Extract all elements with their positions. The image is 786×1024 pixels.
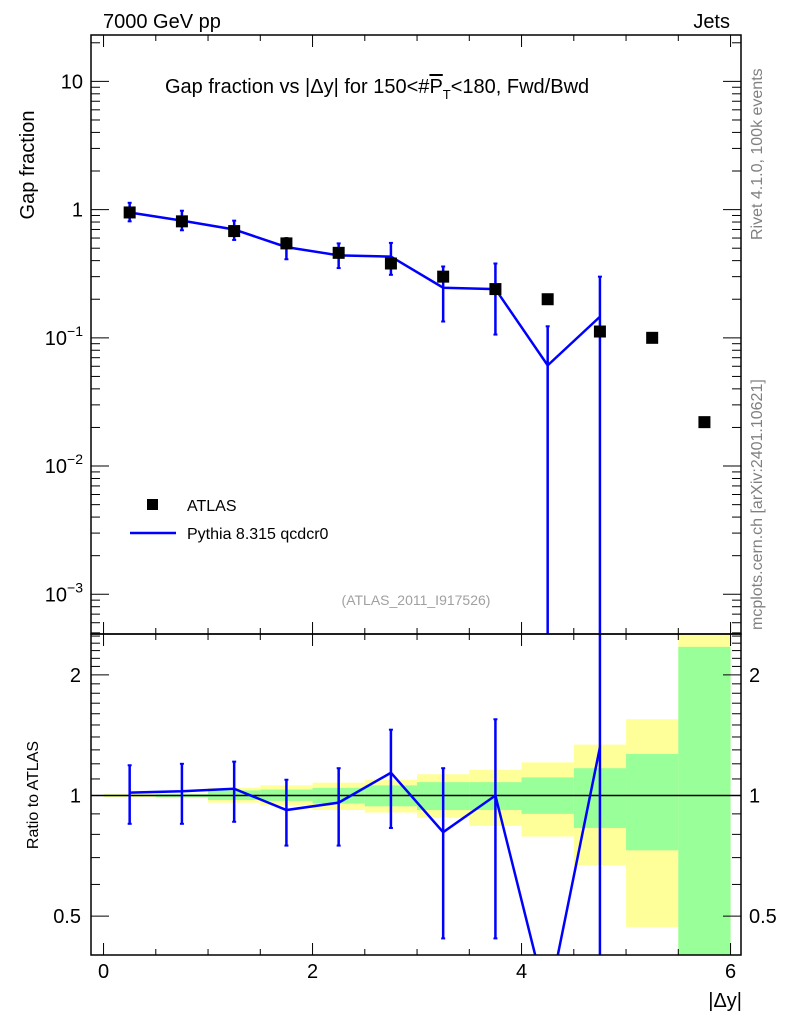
- y-tick-label: 1: [72, 200, 83, 222]
- ratio-y-tick-label-left: 2: [70, 665, 81, 687]
- ratio-y-tick-label-right: 0.5: [749, 906, 777, 928]
- atlas-data-point: [437, 270, 450, 283]
- legend-pythia-label: Pythia 8.315 qcdcr0: [187, 526, 329, 543]
- rivet-label: Rivet 4.1.0, 100k events: [749, 68, 766, 240]
- y-tick-label: 10−3: [45, 579, 83, 606]
- atlas-data-point: [228, 225, 241, 238]
- y-tick-label: 10−2: [45, 451, 83, 478]
- atlas-data-point: [489, 283, 502, 296]
- ratio-y-tick-label-right: 2: [749, 665, 760, 687]
- ratio-frame: [90, 633, 742, 956]
- x-tick-label: 6: [725, 961, 736, 983]
- atlas-data-point: [175, 215, 188, 228]
- y-tick-label: 10: [61, 71, 83, 93]
- legend-atlas-label: ATLAS: [187, 498, 237, 515]
- ratio-y-tick-label-left: 0.5: [53, 906, 81, 928]
- header-energy: 7000 GeV pp: [103, 11, 221, 33]
- x-tick-label: 0: [98, 961, 109, 983]
- header-process: Jets: [693, 11, 730, 33]
- x-tick-label: 2: [307, 961, 318, 983]
- atlas-data-point: [332, 246, 345, 259]
- green-band-bin: [678, 646, 731, 955]
- atlas-data-point: [123, 206, 136, 219]
- main-frame: [90, 34, 742, 635]
- atlas-data-point: [646, 331, 659, 344]
- green-band-bin: [626, 753, 679, 851]
- ratio-uncertainty-bands: [91, 634, 741, 955]
- atlas-data-point: [593, 325, 606, 338]
- x-tick-label: 4: [516, 961, 527, 983]
- ratio-y-tick-label-left: 1: [70, 786, 81, 808]
- pythia-line: [129, 211, 601, 368]
- ratio-y-axis-label: Ratio to ATLAS: [25, 741, 42, 849]
- legend: ATLAS Pythia 8.315 qcdcr0: [130, 498, 329, 543]
- atlas-data-point: [384, 257, 397, 270]
- mcplots-label: mcplots.cern.ch [arXiv:2401.10621]: [749, 379, 766, 630]
- atlas-data-point: [280, 237, 293, 250]
- atlas-data-point: [698, 416, 711, 429]
- x-axis-label: |Δy|: [708, 990, 742, 1012]
- atlas-data-point: [541, 293, 554, 306]
- y-tick-label: 10−1: [45, 323, 83, 350]
- legend-atlas-marker: [147, 499, 158, 510]
- data-marks: [123, 201, 711, 955]
- plot-title: Gap fraction vs |Δy| for 150<#PT<180, Fw…: [165, 76, 589, 102]
- ratio-y-tick-label-right: 1: [749, 786, 760, 808]
- axes: 0 2 4 6 10 1 10−1 10−2 10−3 2 2 1 1 0.5 0.5: [45, 34, 777, 983]
- y-axis-label: Gap fraction: [17, 111, 39, 220]
- ratio-pythia-line: [129, 746, 602, 955]
- analysis-annotation: (ATLAS_2011_I917526): [342, 592, 491, 608]
